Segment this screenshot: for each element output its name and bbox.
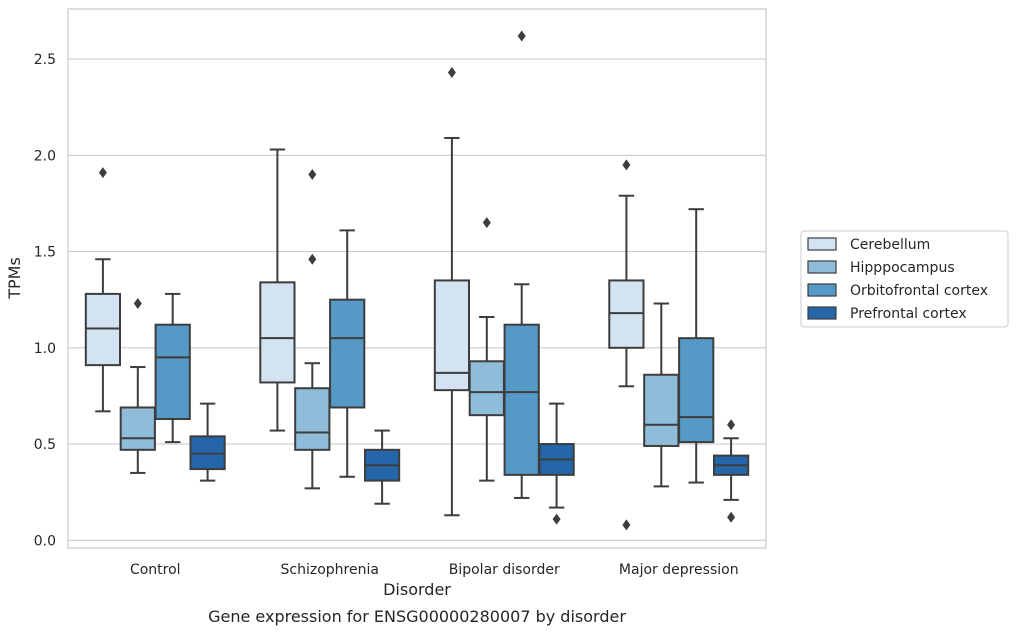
box-orbitofrontal-cortex-2 — [503, 30, 540, 499]
boxes — [84, 30, 750, 531]
legend-frame — [800, 230, 1009, 328]
box-orbitofrontal-cortex-0 — [154, 292, 191, 444]
legend-swatch — [807, 306, 837, 320]
box-hipppocampus-2 — [468, 217, 505, 482]
y-tick-label: 0.0 — [34, 533, 56, 549]
outlier-point — [98, 167, 107, 179]
box-orbitofrontal-cortex-1 — [329, 229, 366, 478]
box-cerebellum-2 — [433, 67, 471, 517]
box-cerebellum-1 — [259, 148, 296, 432]
box-iqr — [154, 323, 191, 421]
x-tick-label: Control — [130, 562, 181, 578]
box-prefrontal-cortex-0 — [189, 402, 226, 482]
y-tick-label: 0.5 — [34, 437, 56, 453]
outlier-point — [482, 217, 491, 229]
box-prefrontal-cortex-2 — [538, 402, 575, 525]
box-iqr — [643, 373, 680, 447]
legend: Cerebellum Hipppocampus Orbitofrontal cort… — [800, 230, 1009, 328]
y-tick-label: 2.5 — [34, 52, 56, 68]
outlier-point — [552, 513, 561, 525]
outlier-point — [447, 67, 456, 79]
legend-entry-label: Orbitofrontal cortex — [850, 283, 988, 299]
legend-entry-label: Hipppocampus — [850, 260, 955, 276]
legend-swatch — [807, 283, 837, 297]
outlier-point — [622, 159, 631, 171]
x-axis-label: Disorder — [383, 580, 451, 599]
y-tick-label: 1.5 — [34, 245, 56, 261]
box-iqr — [468, 360, 505, 417]
box-cerebellum-3 — [608, 159, 645, 531]
figure-caption: Gene expression for ENSG00000280007 by d… — [208, 607, 626, 626]
box-hipppocampus-3 — [643, 302, 680, 488]
box-iqr — [329, 298, 366, 409]
x-tick-label: Major depression — [619, 562, 739, 578]
box-iqr — [678, 337, 715, 444]
box-hipppocampus-0 — [119, 298, 156, 474]
outlier-point — [727, 511, 736, 523]
box-hipppocampus-1 — [294, 169, 331, 490]
legend-swatch — [807, 237, 837, 251]
box-iqr — [294, 387, 331, 451]
box-orbitofrontal-cortex-3 — [678, 208, 715, 484]
legend-swatch — [807, 260, 837, 274]
plot-frame — [67, 8, 767, 549]
outlier-point — [308, 169, 317, 181]
y-axis-label: TPMs — [5, 257, 24, 300]
outlier-point — [517, 30, 526, 42]
outlier-point — [727, 419, 736, 431]
outlier-point — [308, 253, 317, 265]
box-prefrontal-cortex-1 — [363, 429, 401, 505]
x-tick-labels: Control Schizophrenia Bipolar disorder Majo… — [130, 562, 739, 578]
x-tick-label: Schizophrenia — [281, 562, 379, 578]
x-tick-label: Bipolar disorder — [449, 562, 560, 578]
legend-entry-label: Prefrontal cortex — [850, 306, 967, 322]
box-cerebellum-0 — [84, 167, 122, 413]
y-tick-label: 1.0 — [34, 341, 56, 357]
y-tick-labels: 0.0 0.5 1.0 1.5 2.0 2.5 — [34, 52, 56, 549]
legend-entry-label: Cerebellum — [850, 237, 930, 253]
box-iqr — [503, 323, 540, 476]
box-iqr — [119, 406, 156, 451]
box-prefrontal-cortex-3 — [712, 419, 750, 523]
outlier-point — [133, 298, 142, 310]
box-iqr — [259, 281, 296, 384]
y-tick-label: 2.0 — [34, 148, 56, 164]
outlier-point — [622, 519, 631, 531]
